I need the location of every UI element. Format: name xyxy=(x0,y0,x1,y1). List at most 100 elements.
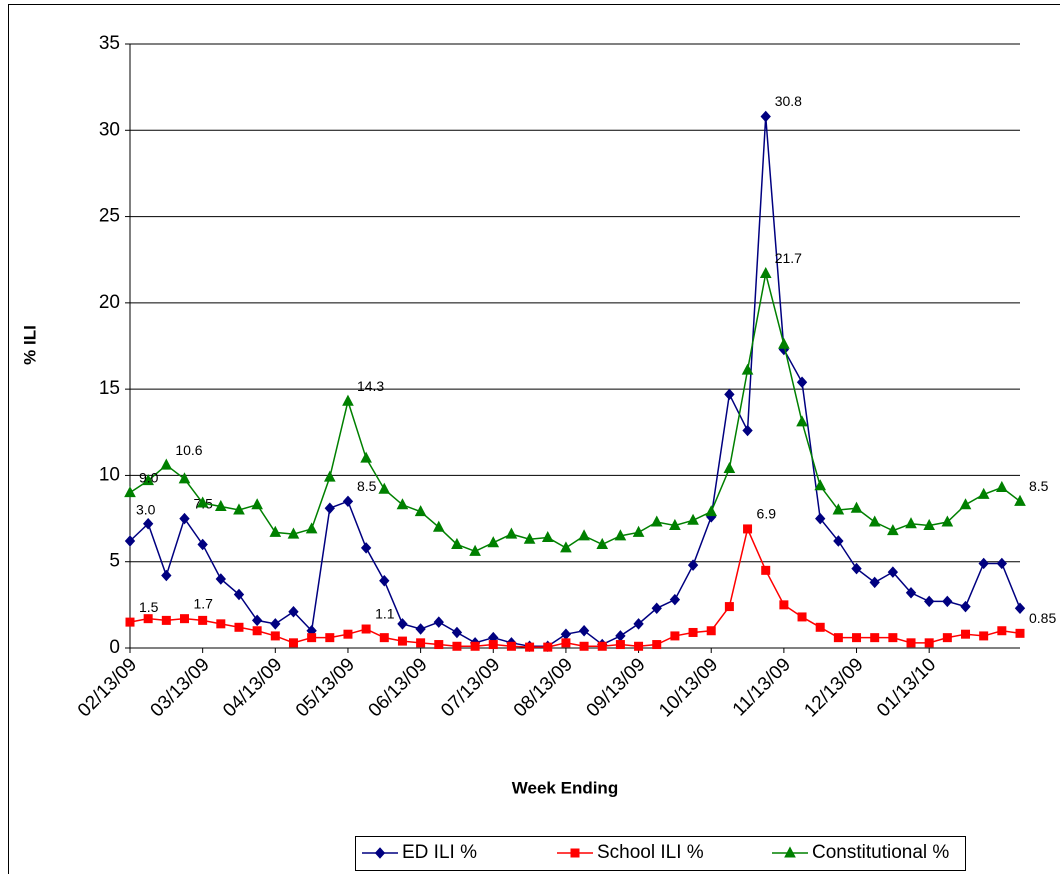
data-point xyxy=(961,602,970,612)
data-point xyxy=(961,499,971,509)
data-point xyxy=(362,543,371,553)
data-point xyxy=(162,571,171,581)
data-point xyxy=(161,460,171,470)
data-label: 9.0 xyxy=(139,469,159,485)
data-point xyxy=(943,596,952,606)
data-point xyxy=(907,639,915,647)
x-tick-label: 12/13/09 xyxy=(800,654,867,721)
data-point xyxy=(616,631,625,641)
data-point xyxy=(398,619,407,629)
data-point xyxy=(997,558,1006,568)
data-point xyxy=(962,630,970,638)
data-point xyxy=(744,525,752,533)
data-point xyxy=(307,523,317,533)
data-point xyxy=(616,641,624,649)
data-point xyxy=(597,539,607,549)
series-line xyxy=(130,274,1020,552)
data-point xyxy=(344,630,352,638)
data-point xyxy=(761,268,771,278)
data-point xyxy=(780,601,788,609)
data-point xyxy=(471,642,479,650)
data-point xyxy=(561,542,571,552)
data-point xyxy=(252,499,262,509)
data-point xyxy=(544,643,552,651)
y-tick-label: 30 xyxy=(99,119,120,140)
x-tick-label: 08/13/09 xyxy=(510,654,577,721)
data-point xyxy=(362,625,370,633)
data-point xyxy=(743,426,752,436)
data-point xyxy=(417,639,425,647)
x-tick-label: 05/13/09 xyxy=(292,654,359,721)
data-point xyxy=(653,641,661,649)
y-tick-label: 35 xyxy=(99,33,120,54)
data-point xyxy=(380,576,389,586)
data-point xyxy=(1016,629,1024,637)
data-point xyxy=(361,453,371,463)
data-point xyxy=(1016,603,1025,613)
data-point xyxy=(452,627,461,637)
data-point xyxy=(997,482,1007,492)
data-point xyxy=(688,515,698,525)
data-label: 8.5 xyxy=(1029,478,1049,494)
x-tick-label: 07/13/09 xyxy=(437,654,504,721)
data-point xyxy=(779,339,789,349)
data-point xyxy=(580,626,589,636)
data-point xyxy=(325,503,334,513)
data-point xyxy=(126,618,134,626)
data-point xyxy=(379,484,389,494)
data-point xyxy=(580,642,588,650)
data-point xyxy=(179,473,189,483)
legend-label: ED ILI % xyxy=(402,842,477,863)
data-point xyxy=(235,623,243,631)
x-tick-label: 04/13/09 xyxy=(219,654,286,721)
data-point xyxy=(906,518,916,528)
data-point xyxy=(980,632,988,640)
x-tick-label: 06/13/09 xyxy=(365,654,432,721)
data-point xyxy=(217,620,225,628)
data-point xyxy=(434,522,444,532)
data-point xyxy=(870,517,880,527)
data-point xyxy=(289,639,297,647)
data-point xyxy=(434,617,443,627)
legend-marker xyxy=(571,849,579,857)
y-tick-label: 5 xyxy=(109,551,120,572)
data-point xyxy=(925,596,934,606)
data-point xyxy=(816,623,824,631)
legend-label: Constitutional % xyxy=(812,842,949,863)
data-label: 10.6 xyxy=(175,442,202,458)
series-line xyxy=(130,529,1020,647)
data-point xyxy=(761,111,770,121)
data-point xyxy=(725,603,733,611)
data-label: 1.5 xyxy=(139,599,159,615)
y-tick-label: 10 xyxy=(99,464,120,485)
data-point xyxy=(343,396,353,406)
x-tick-label: 09/13/09 xyxy=(583,654,650,721)
data-point xyxy=(506,529,516,539)
data-point xyxy=(380,634,388,642)
data-point xyxy=(526,643,534,651)
data-label: 6.9 xyxy=(757,506,777,522)
data-point xyxy=(853,634,861,642)
data-point xyxy=(271,619,280,629)
data-point xyxy=(689,628,697,636)
data-label: 8.5 xyxy=(357,478,377,494)
data-point xyxy=(852,503,862,513)
data-point xyxy=(943,634,951,642)
data-label: 0.85 xyxy=(1029,610,1056,626)
annotation: 3.0 xyxy=(136,502,156,518)
data-point xyxy=(125,487,135,497)
series-line xyxy=(130,116,1020,646)
y-tick-label: 25 xyxy=(99,206,120,227)
data-point xyxy=(543,532,553,542)
x-axis-label: Week Ending xyxy=(512,778,618,797)
data-point xyxy=(834,634,842,642)
data-point xyxy=(798,613,806,621)
data-point xyxy=(671,632,679,640)
x-tick-label: 10/13/09 xyxy=(655,654,722,721)
y-axis-label: % ILI xyxy=(20,325,39,365)
data-point xyxy=(325,472,335,482)
data-point xyxy=(507,642,515,650)
data-point xyxy=(308,634,316,642)
data-point xyxy=(998,627,1006,635)
